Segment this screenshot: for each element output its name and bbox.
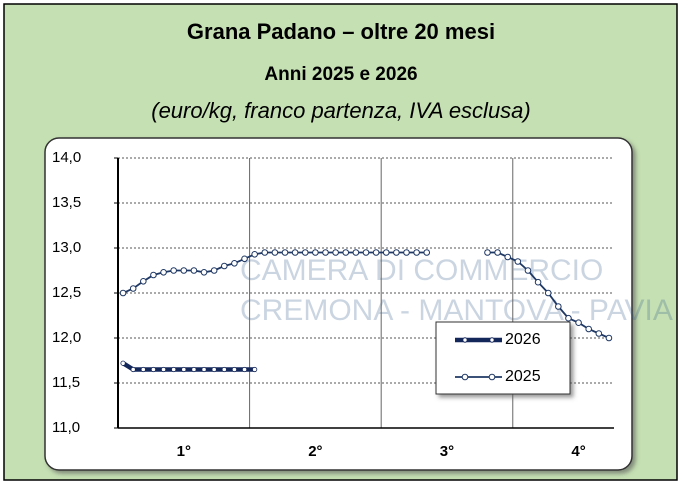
y-tick-label: 11,0 xyxy=(52,419,80,436)
point xyxy=(140,278,147,285)
point xyxy=(211,366,217,373)
point xyxy=(565,314,572,322)
x-tick-label: 2° xyxy=(308,443,322,460)
chart-subtitle: Anni 2025 e 2026 xyxy=(264,64,417,85)
point xyxy=(585,325,592,333)
point xyxy=(251,251,258,258)
point xyxy=(281,249,289,256)
watermark-line: CREMONA - MANTOVA - PAVIA xyxy=(240,294,673,327)
point xyxy=(231,260,238,267)
point xyxy=(555,303,562,310)
point xyxy=(312,249,319,256)
point xyxy=(181,366,187,373)
point xyxy=(220,262,228,270)
point xyxy=(190,267,198,274)
point xyxy=(494,249,501,256)
point xyxy=(484,249,491,256)
point xyxy=(322,249,329,256)
point xyxy=(170,267,177,274)
point xyxy=(362,249,370,256)
watermark: CAMERA DI COMMERCIO CREMONA - MANTOVA - … xyxy=(240,254,673,327)
y-tick-label: 13,5 xyxy=(52,194,81,211)
point xyxy=(413,249,420,256)
point xyxy=(393,249,400,256)
point xyxy=(180,267,188,274)
legend-label: 2025 xyxy=(505,368,541,385)
point xyxy=(271,249,279,256)
point xyxy=(119,289,127,297)
y-tick-label: 11,5 xyxy=(52,374,80,391)
point xyxy=(201,366,207,373)
point xyxy=(160,366,167,373)
point xyxy=(524,267,532,274)
point xyxy=(605,334,613,342)
legend-box xyxy=(435,321,571,395)
point xyxy=(221,366,227,373)
point xyxy=(150,271,157,279)
point xyxy=(261,249,269,256)
point xyxy=(129,285,137,292)
point xyxy=(200,269,208,276)
point xyxy=(544,289,552,297)
y-tick-label: 12,5 xyxy=(52,284,81,301)
point xyxy=(252,366,258,373)
point xyxy=(595,330,603,337)
point xyxy=(171,366,177,373)
y-tick-label: 12,0 xyxy=(52,329,81,346)
point xyxy=(140,366,146,373)
y-tick-label: 13,0 xyxy=(52,239,81,256)
point xyxy=(120,360,126,366)
legend-marker xyxy=(461,373,469,381)
point xyxy=(403,249,410,256)
point xyxy=(160,269,167,276)
point xyxy=(534,278,542,286)
point xyxy=(291,249,299,256)
legend-marker xyxy=(489,337,495,343)
point xyxy=(342,249,350,256)
point xyxy=(514,258,522,265)
point xyxy=(241,366,248,373)
point xyxy=(352,249,360,256)
point xyxy=(382,249,390,256)
point xyxy=(231,366,238,373)
x-tick-label: 1° xyxy=(177,443,191,460)
x-tick-label: 4° xyxy=(571,443,585,460)
point xyxy=(504,253,512,261)
point xyxy=(423,249,431,256)
point xyxy=(332,249,339,256)
legend-marker xyxy=(488,373,496,381)
legend-label: 2026 xyxy=(505,331,541,348)
point xyxy=(191,366,197,373)
chart-note: (euro/kg, franco partenza, IVA esclusa) xyxy=(151,98,531,123)
point xyxy=(241,255,248,263)
y-tick-label: 14,0 xyxy=(52,149,81,166)
watermark-line: CAMERA DI COMMERCIO xyxy=(240,254,603,287)
point xyxy=(210,267,218,274)
x-tick-label: 3° xyxy=(440,443,454,460)
point xyxy=(575,319,582,327)
point xyxy=(150,366,157,373)
chart-title: Grana Padano – oltre 20 mesi xyxy=(187,19,495,44)
point xyxy=(372,249,380,256)
point xyxy=(130,366,136,373)
point xyxy=(301,249,309,256)
legend-marker xyxy=(462,337,468,343)
